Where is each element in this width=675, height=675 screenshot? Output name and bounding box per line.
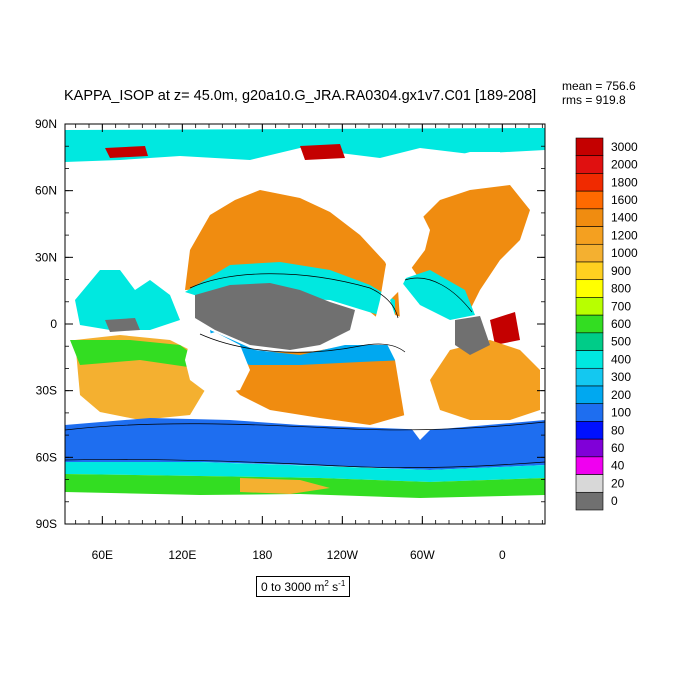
colorbar-level-label: 800 — [611, 282, 631, 296]
y-tick-label: 30N — [35, 250, 57, 264]
colorbar-swatch — [575, 190, 604, 210]
x-tick-label: 0 — [499, 548, 506, 562]
southern-ocean-yellow — [240, 478, 330, 494]
colorbar-level-label: 3000 — [611, 140, 638, 154]
eq-pacific-gray — [195, 283, 355, 350]
arctic-red-patch — [105, 146, 148, 158]
colorbar-swatch — [575, 438, 604, 458]
indian-ocean-band — [70, 340, 200, 368]
y-tick-label: 60N — [35, 184, 57, 198]
land-australia — [185, 332, 250, 395]
y-tick-label: 90S — [36, 517, 57, 531]
colorbar-swatch — [575, 385, 604, 405]
x-tick-label: 180 — [252, 548, 272, 562]
arctic-red-patch — [300, 144, 345, 160]
south-atlantic-gray — [455, 316, 490, 355]
contour-line — [189, 273, 399, 319]
y-tick-label: 0 — [50, 317, 57, 331]
colorbar-level-label: 1600 — [611, 193, 638, 207]
colorbar-level-label: 500 — [611, 335, 631, 349]
south-pacific-band — [210, 330, 405, 365]
indian-ocean-north — [75, 270, 180, 330]
land-antarctica — [65, 495, 545, 524]
colorbar-swatch — [575, 261, 604, 281]
colorbar-level-label: 600 — [611, 317, 631, 331]
units-range: 0 to 3000 m — [261, 580, 325, 594]
colorbar-swatch — [575, 367, 604, 387]
colorbar-swatch — [575, 297, 604, 316]
units-exp: 2 — [324, 579, 329, 588]
colorbar-level-label: 400 — [611, 352, 631, 366]
colorbar-level-label: 40 — [611, 459, 625, 473]
colorbar-swatch — [575, 173, 604, 192]
x-tick-label: 60E — [92, 548, 113, 562]
colorbar-swatch — [575, 474, 604, 493]
colorbar-swatch — [575, 456, 604, 475]
colorbar-swatch — [575, 350, 604, 369]
field-layer — [65, 128, 545, 524]
colorbar-swatch — [575, 314, 604, 334]
colorbar-swatch — [575, 243, 604, 263]
x-tick-label: 120E — [168, 548, 196, 562]
colorbar-swatch — [575, 137, 604, 157]
colorbar: 3000200018001600140012001000900800700600… — [575, 137, 638, 511]
land-africa — [80, 200, 120, 250]
colorbar-level-label: 1400 — [611, 211, 638, 225]
y-tick-label: 90N — [35, 117, 57, 131]
contour-line — [65, 459, 545, 468]
colorbar-level-label: 200 — [611, 388, 631, 402]
land-eurasia — [65, 160, 410, 290]
contour-line — [404, 277, 473, 313]
colorbar-level-label: 100 — [611, 406, 631, 420]
north-atlantic-band — [400, 270, 475, 320]
colorbar-swatch — [575, 421, 604, 440]
colorbar-level-label: 20 — [611, 476, 625, 490]
colorbar-level-label: 60 — [611, 441, 625, 455]
colorbar-swatch — [575, 155, 604, 174]
colorbar-level-label: 1000 — [611, 246, 638, 260]
mean-stat: mean = 756.6 — [562, 79, 636, 93]
units-label: 0 to 3000 m2 s-1 — [256, 576, 351, 597]
chart-title: KAPPA_ISOP at z= 45.0m, g20a10.G_JRA.RA0… — [64, 88, 537, 104]
axes: 60E 120E 180 120W 60W 0 90N 60N 30N 0 30S 60S 90S — [35, 117, 545, 562]
colorbar-swatch — [575, 491, 604, 511]
units-exp2: -1 — [338, 579, 346, 588]
colorbar-level-label: 80 — [611, 423, 625, 437]
atlantic-red-patch — [490, 312, 520, 345]
colorbar-level-label: 1800 — [611, 175, 638, 189]
indian-ocean-gray — [105, 318, 140, 332]
colorbar-swatch — [575, 279, 604, 298]
colorbar-swatch — [575, 403, 604, 422]
colorbar-level-label: 0 — [611, 494, 618, 508]
y-tick-label: 30S — [36, 384, 57, 398]
colorbar-swatch — [575, 226, 604, 245]
colorbar-level-label: 300 — [611, 370, 631, 384]
colorbar-level-label: 2000 — [611, 158, 638, 172]
south-atlantic — [430, 340, 540, 420]
colorbar-level-label: 1200 — [611, 228, 638, 242]
y-tick-label: 60S — [36, 450, 57, 464]
colorbar-level-label: 900 — [611, 264, 631, 278]
contour-line — [65, 421, 545, 431]
x-tick-label: 60W — [410, 548, 435, 562]
land-greenland — [440, 152, 505, 185]
colorbar-level-label: 700 — [611, 299, 631, 313]
units-tail: s — [328, 580, 339, 594]
x-tick-label: 120W — [327, 548, 359, 562]
colorbar-swatch — [575, 208, 604, 227]
land-americas — [375, 210, 440, 440]
rms-stat: rms = 919.8 — [562, 93, 626, 107]
contour-line — [199, 333, 406, 353]
arctic-band — [65, 128, 545, 162]
southern-ocean-cyan — [65, 462, 545, 482]
colorbar-swatch — [575, 332, 604, 351]
